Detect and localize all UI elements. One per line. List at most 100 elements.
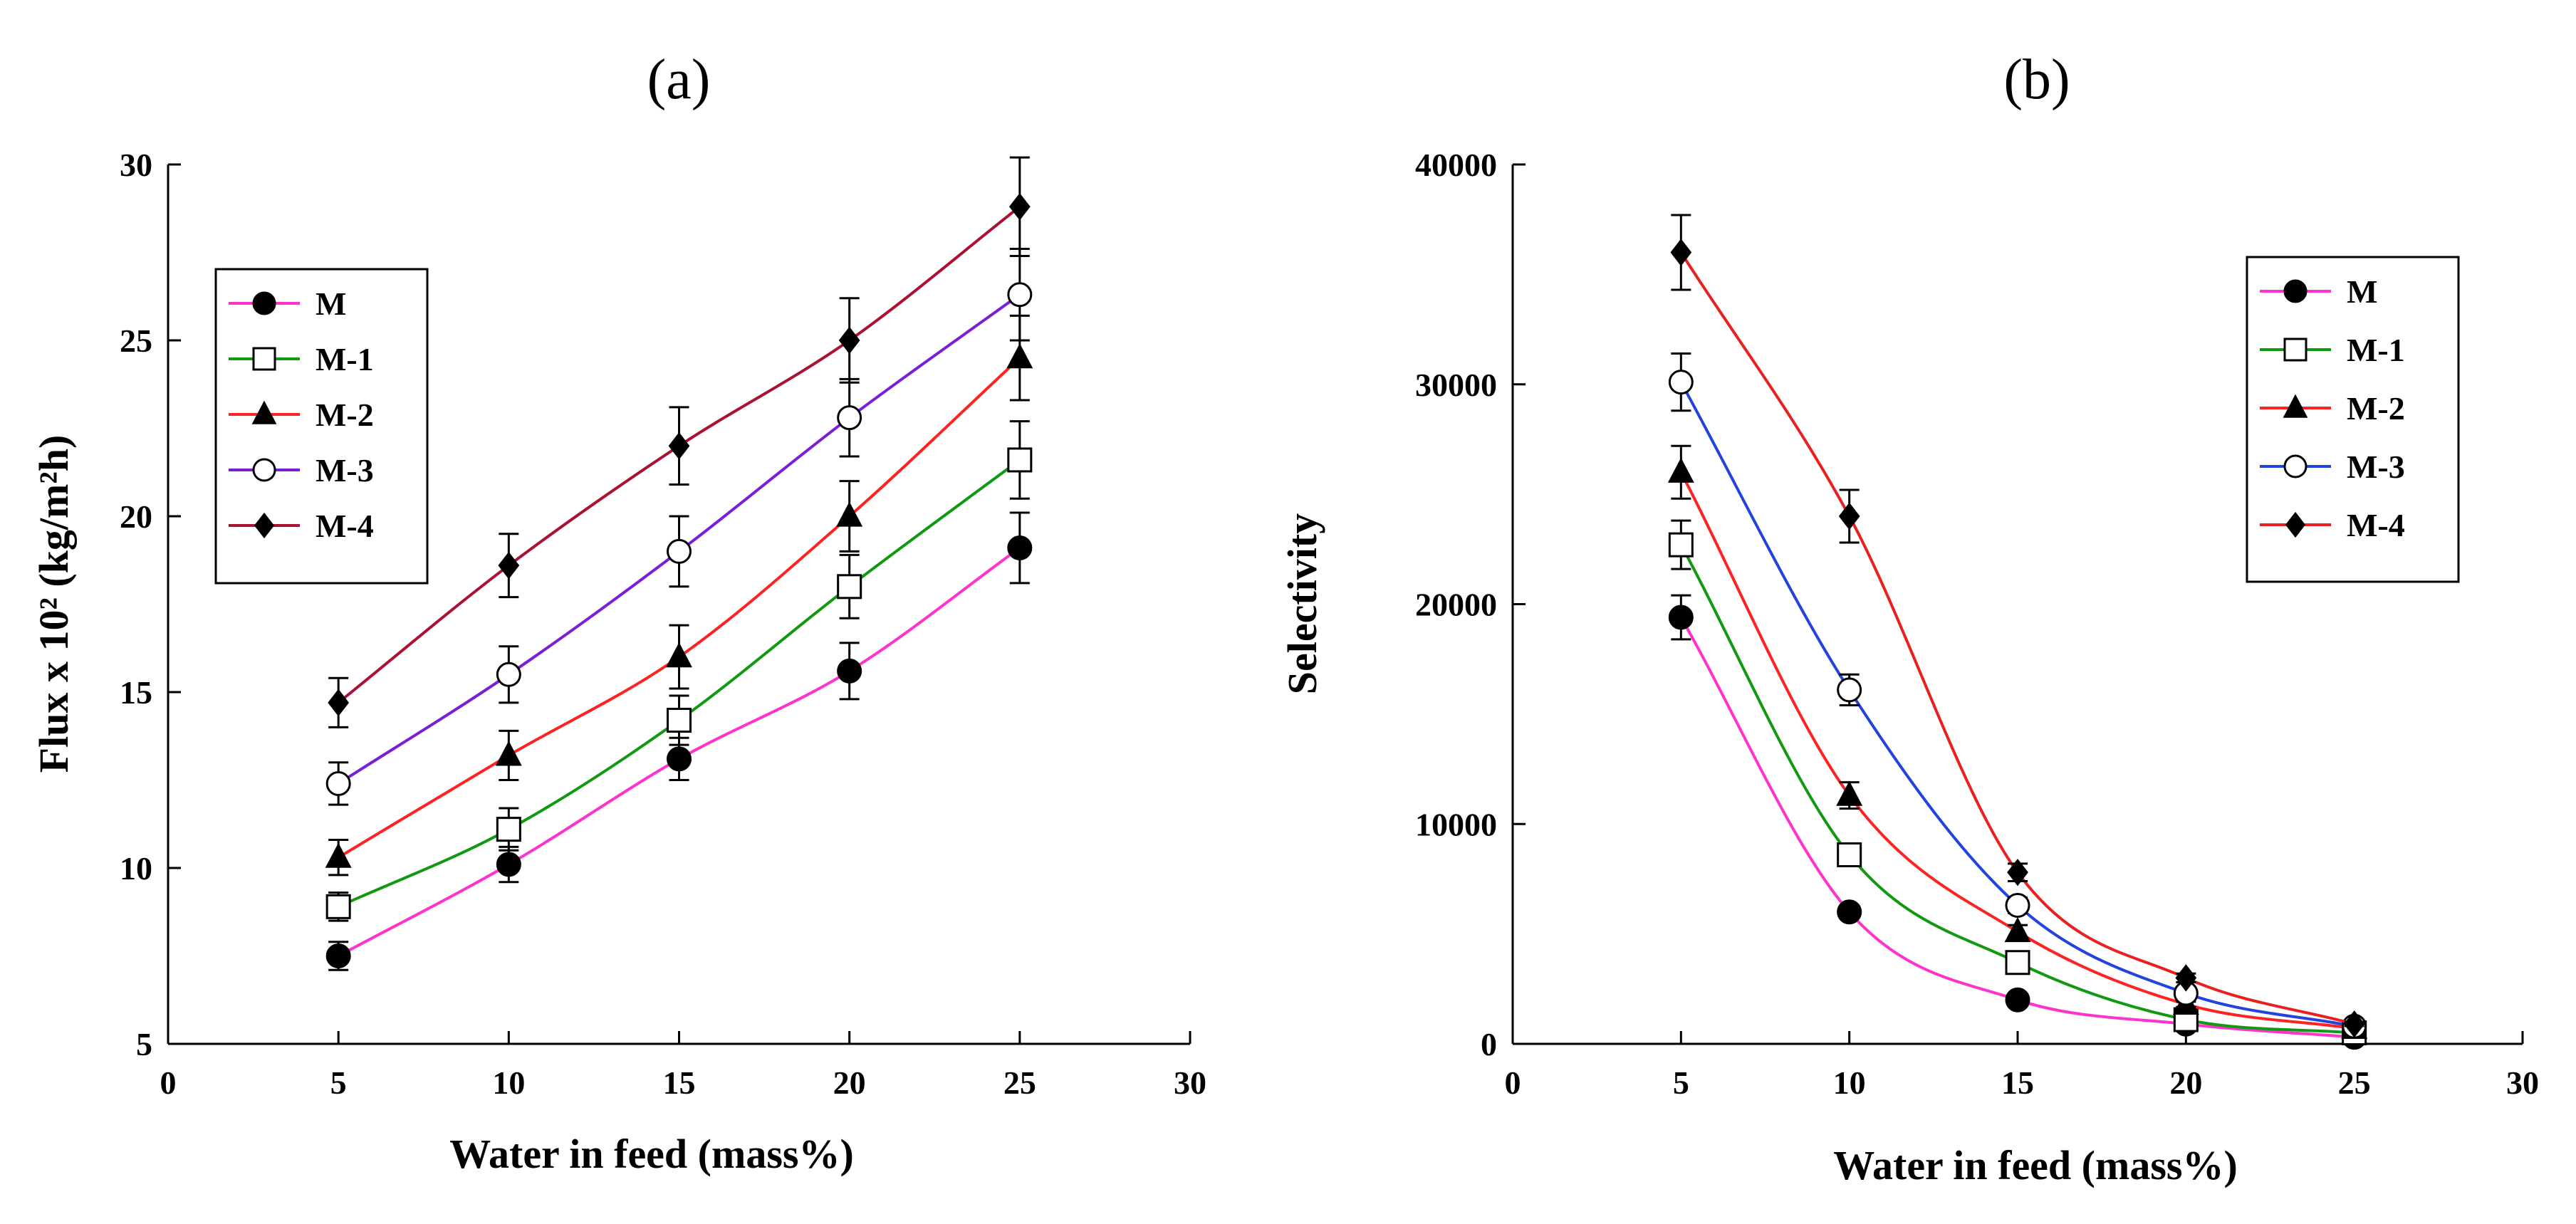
data-point: [325, 842, 352, 868]
legend-label: M-4: [2347, 507, 2405, 543]
data-point: [496, 852, 521, 877]
data-point: [1836, 780, 1863, 806]
x-tick-label: 15: [663, 1065, 696, 1101]
data-point: [1668, 605, 1694, 630]
data-point: [668, 431, 690, 460]
data-point: [1670, 239, 1692, 266]
series-M-1: [1668, 519, 2367, 1046]
data-point: [1667, 457, 1694, 483]
y-tick-label: 5: [136, 1026, 152, 1062]
series-line: [1679, 617, 2355, 1039]
data-point: [325, 943, 351, 968]
data-point: [1668, 370, 1694, 395]
series-line: [1679, 544, 2355, 1035]
data-point: [1006, 343, 1033, 369]
y-tick-label: 30000: [1415, 367, 1497, 403]
data-point: [325, 894, 351, 919]
x-tick-label: 20: [833, 1065, 866, 1101]
legend-label: M: [316, 286, 346, 322]
legend-marker: [252, 458, 276, 482]
legend-box: [2246, 256, 2460, 583]
chart-panel-b: (b) 0 5 10 15 20 25 30 0 10000 20000 30000 40000 Wate…: [1279, 48, 2539, 1188]
data-point: [837, 405, 862, 431]
x-axis-label: Water in feed (mass%): [1833, 1142, 2238, 1188]
legend-marker: [251, 400, 277, 424]
legend-label: M: [2347, 273, 2377, 310]
legend-marker: [2283, 394, 2308, 418]
y-tick-label: 30: [120, 147, 152, 183]
x-tick-label: 0: [160, 1065, 177, 1101]
x-tick-label: 25: [1003, 1065, 1036, 1101]
series-M-4: [1670, 214, 2365, 1038]
data-point: [1837, 899, 1862, 925]
legend-label: M-1: [2347, 332, 2405, 368]
x-tick-label: 15: [2001, 1065, 2034, 1101]
series-line: [1679, 251, 2355, 1026]
data-point: [496, 661, 521, 687]
data-point: [837, 658, 862, 684]
data-point: [837, 574, 862, 600]
y-tick-label: 0: [1481, 1026, 1497, 1062]
legend-marker: [2283, 338, 2308, 362]
legend-box: [214, 268, 429, 585]
x-axis-label: Water in feed (mass%): [449, 1131, 854, 1177]
data-point: [836, 501, 863, 527]
legend-marker: [252, 291, 276, 315]
x-tick-label: 5: [1673, 1065, 1689, 1101]
legend-label: M-4: [316, 508, 374, 544]
series-line: [1679, 381, 2355, 1028]
x-tick-label: 20: [2169, 1065, 2202, 1101]
data-point: [2005, 987, 2030, 1013]
y-tick-label: 25: [120, 323, 152, 359]
x-tick-label: 30: [1174, 1065, 1206, 1101]
x-tick-label: 25: [2338, 1065, 2371, 1101]
data-point: [2005, 892, 2030, 918]
x-tick-label: 10: [1833, 1065, 1866, 1101]
legend-label: M-3: [2347, 449, 2405, 485]
data-point: [1668, 532, 1694, 558]
legend-label: M-1: [316, 341, 374, 377]
data-point: [1837, 842, 1862, 867]
x-tick-label: 10: [492, 1065, 525, 1101]
series-M-1: [325, 420, 1033, 922]
data-point: [325, 770, 351, 796]
y-tick-label: 40000: [1415, 147, 1497, 183]
data-point: [2343, 1010, 2365, 1038]
y-tick-label: 15: [120, 674, 152, 711]
data-point: [667, 708, 692, 733]
legend-label: M-2: [316, 397, 374, 433]
series-M: [325, 511, 1033, 971]
legend-label: M-2: [2347, 390, 2405, 427]
data-point: [2005, 950, 2030, 975]
series-M-2: [1667, 444, 2368, 1039]
series-M-3: [325, 248, 1033, 806]
data-point: [1007, 535, 1033, 560]
x-tick-label: 0: [1505, 1065, 1521, 1101]
legend-marker: [2285, 511, 2306, 538]
y-tick-label: 20000: [1415, 587, 1497, 623]
data-point: [2175, 964, 2197, 992]
data-point: [1007, 282, 1033, 308]
y-axis-label: Selectivity: [1279, 513, 1325, 694]
y-tick-label: 10000: [1415, 806, 1497, 842]
data-point: [495, 741, 522, 766]
data-point: [1838, 502, 1860, 530]
x-tick-label: 5: [330, 1065, 347, 1101]
x-tick-label: 30: [2506, 1065, 2539, 1101]
legend-marker: [254, 512, 275, 539]
legend-label: M-3: [316, 452, 374, 488]
y-axis-label: Flux x 10² (kg/m²h): [31, 435, 77, 773]
series-M-4: [328, 156, 1031, 728]
legend: M M-1 M-2 M-3 M-4: [2246, 256, 2460, 583]
data-point: [838, 326, 860, 355]
chart-title: (a): [647, 48, 711, 111]
legend-marker: [2283, 454, 2308, 478]
data-point: [667, 746, 692, 772]
series-line: [1679, 471, 2355, 1030]
data-point: [1837, 677, 1862, 703]
data-point: [1007, 447, 1033, 473]
data-point: [498, 551, 520, 580]
y-tick-label: 10: [120, 850, 152, 886]
